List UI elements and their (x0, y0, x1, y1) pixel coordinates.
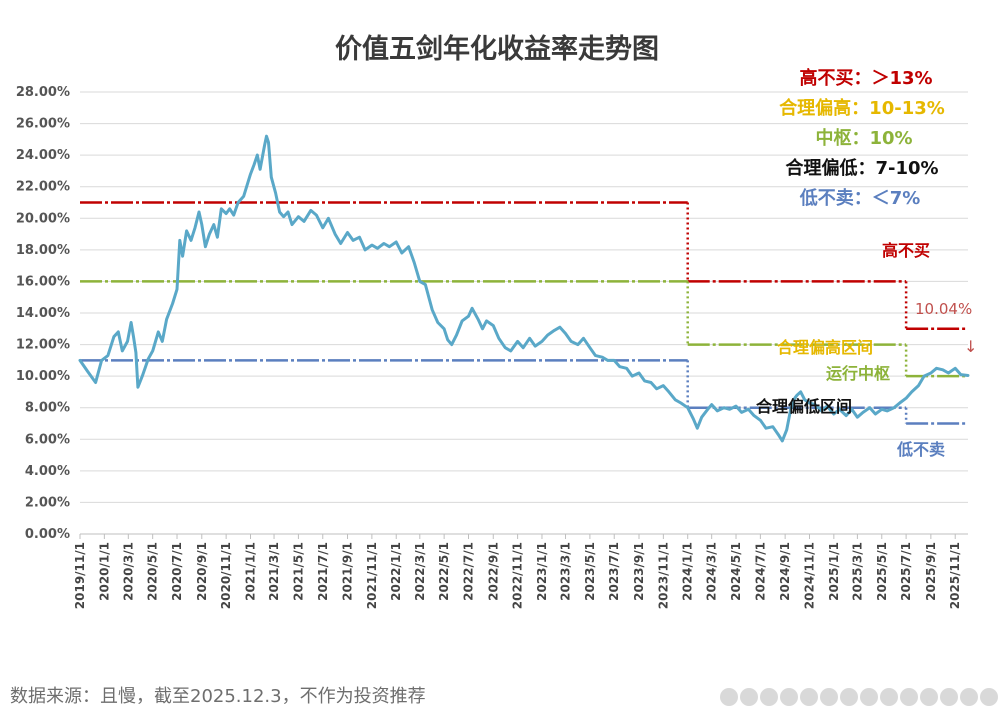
x-tick-label: 2020/7/1 (170, 542, 184, 601)
annotation-reasonable-high-zone: 合理偏高区间 (777, 338, 873, 357)
x-tick-label: 2021/7/1 (316, 542, 330, 601)
x-axis: 2019/11/1 2020/1/1 2020/3/1 2020/5/1 2020/7/… (73, 534, 962, 609)
watermark-dot (860, 688, 878, 706)
legend-item-high: 高不买：＞13% (799, 67, 932, 89)
x-tick-label: 2025/5/1 (875, 542, 889, 601)
watermark-dot (780, 688, 798, 706)
y-tick-label: 18.00% (16, 243, 70, 258)
source-note: 数据来源：且慢，截至2025.12.3，不作为投资推荐 (10, 686, 426, 707)
legend-item-reasonable-low: 合理偏低：7-10% (785, 157, 938, 179)
x-tick-label: 2022/5/1 (437, 542, 451, 601)
x-tick-label: 2024/3/1 (705, 542, 719, 601)
annotation-low-no-sell: 低不卖 (896, 440, 945, 459)
x-tick-label: 2022/1/1 (389, 542, 403, 601)
watermark-dot (900, 688, 918, 706)
y-tick-label: 12.00% (16, 338, 70, 353)
y-tick-label: 2.00% (25, 495, 70, 510)
y-tick-label: 6.00% (25, 432, 70, 447)
y-tick-label: 24.00% (16, 148, 70, 163)
annotations: 高不买 10.04% ↓ 合理偏高区间 运行中枢 合理偏低区间 低不卖 (756, 241, 977, 459)
x-tick-label: 2020/11/1 (219, 542, 233, 609)
x-tick-label: 2023/3/1 (559, 542, 573, 601)
annotation-running-center: 运行中枢 (826, 364, 890, 383)
watermark-dot (980, 688, 998, 706)
x-tick-label: 2025/9/1 (924, 542, 938, 601)
y-tick-label: 0.00% (25, 527, 70, 542)
x-tick-label: 2021/11/1 (365, 542, 379, 609)
y-tick-label: 4.00% (25, 464, 70, 479)
grid-lines (80, 91, 968, 535)
watermark-dot (720, 688, 738, 706)
watermark-dot (940, 688, 958, 706)
watermark-dot (920, 688, 938, 706)
x-tick-label: 2024/5/1 (729, 542, 743, 601)
watermark (720, 688, 998, 706)
x-tick-label: 2025/11/1 (948, 542, 962, 609)
legend-item-center: 中枢：10% (815, 127, 912, 149)
x-tick-label: 2022/3/1 (413, 542, 427, 601)
x-tick-label: 2020/9/1 (195, 542, 209, 601)
legend-item-reasonable-high: 合理偏高：10-13% (779, 97, 945, 119)
x-tick-label: 2025/7/1 (899, 542, 913, 601)
x-tick-label: 2019/11/1 (73, 542, 87, 609)
watermark-dot (880, 688, 898, 706)
y-tick-label: 8.00% (25, 401, 70, 416)
x-tick-label: 2024/1/1 (681, 542, 695, 601)
x-tick-label: 2022/11/1 (511, 542, 525, 609)
x-tick-label: 2025/3/1 (850, 542, 864, 601)
chart-title: 价值五剑年化收益率走势图 (335, 33, 659, 65)
x-tick-label: 2021/9/1 (341, 542, 355, 601)
legend-item-low: 低不卖：＜7% (799, 187, 921, 209)
x-tick-label: 2022/7/1 (462, 542, 476, 601)
x-tick-label: 2023/5/1 (583, 542, 597, 601)
series-layer (78, 134, 970, 443)
watermark-dot (740, 688, 758, 706)
x-tick-label: 2020/3/1 (121, 542, 135, 601)
x-tick-label: 2021/1/1 (243, 542, 257, 601)
watermark-dot (840, 688, 858, 706)
series-line (78, 134, 970, 443)
x-tick-label: 2023/7/1 (607, 542, 621, 601)
chart-canvas: 价值五剑年化收益率走势图 0.00% 2.00% 4.00% 6.00% 8.00% 10… (16, 33, 978, 609)
x-tick-label: 2023/9/1 (632, 542, 646, 601)
watermark-dot (820, 688, 838, 706)
x-tick-label: 2021/3/1 (267, 542, 281, 601)
y-tick-label: 22.00% (16, 180, 70, 195)
y-tick-label: 10.00% (16, 369, 70, 384)
x-tick-label: 2021/5/1 (291, 542, 305, 601)
x-tick-label: 2025/1/1 (827, 542, 841, 601)
x-tick-label: 2023/1/1 (535, 542, 549, 601)
legend: 高不买：＞13% 合理偏高：10-13% 中枢：10% 合理偏低：7-10% 低… (779, 67, 945, 209)
x-tick-label: 2024/9/1 (778, 542, 792, 601)
y-tick-label: 28.00% (16, 85, 70, 100)
y-axis: 0.00% 2.00% 4.00% 6.00% 8.00% 10.00% 12.00% 14.… (16, 85, 70, 542)
annotation-down-arrow: ↓ (964, 337, 977, 356)
x-tick-label: 2023/11/1 (656, 542, 670, 609)
annotation-latest-value: 10.04% (915, 300, 972, 318)
y-tick-label: 20.00% (16, 211, 70, 226)
watermark-dot (760, 688, 778, 706)
x-tick-label: 2020/1/1 (97, 542, 111, 601)
watermark-dot (800, 688, 818, 706)
y-tick-label: 16.00% (16, 274, 70, 289)
annotation-reasonable-low-zone: 合理偏低区间 (756, 397, 852, 416)
x-tick-label: 2022/9/1 (486, 542, 500, 601)
annotation-high-no-buy: 高不买 (882, 241, 930, 260)
y-tick-label: 26.00% (16, 117, 70, 132)
y-tick-label: 14.00% (16, 306, 70, 321)
x-tick-label: 2020/5/1 (146, 542, 160, 601)
x-tick-label: 2024/11/1 (802, 542, 816, 609)
watermark-dot (960, 688, 978, 706)
x-tick-label: 2024/7/1 (753, 542, 767, 601)
